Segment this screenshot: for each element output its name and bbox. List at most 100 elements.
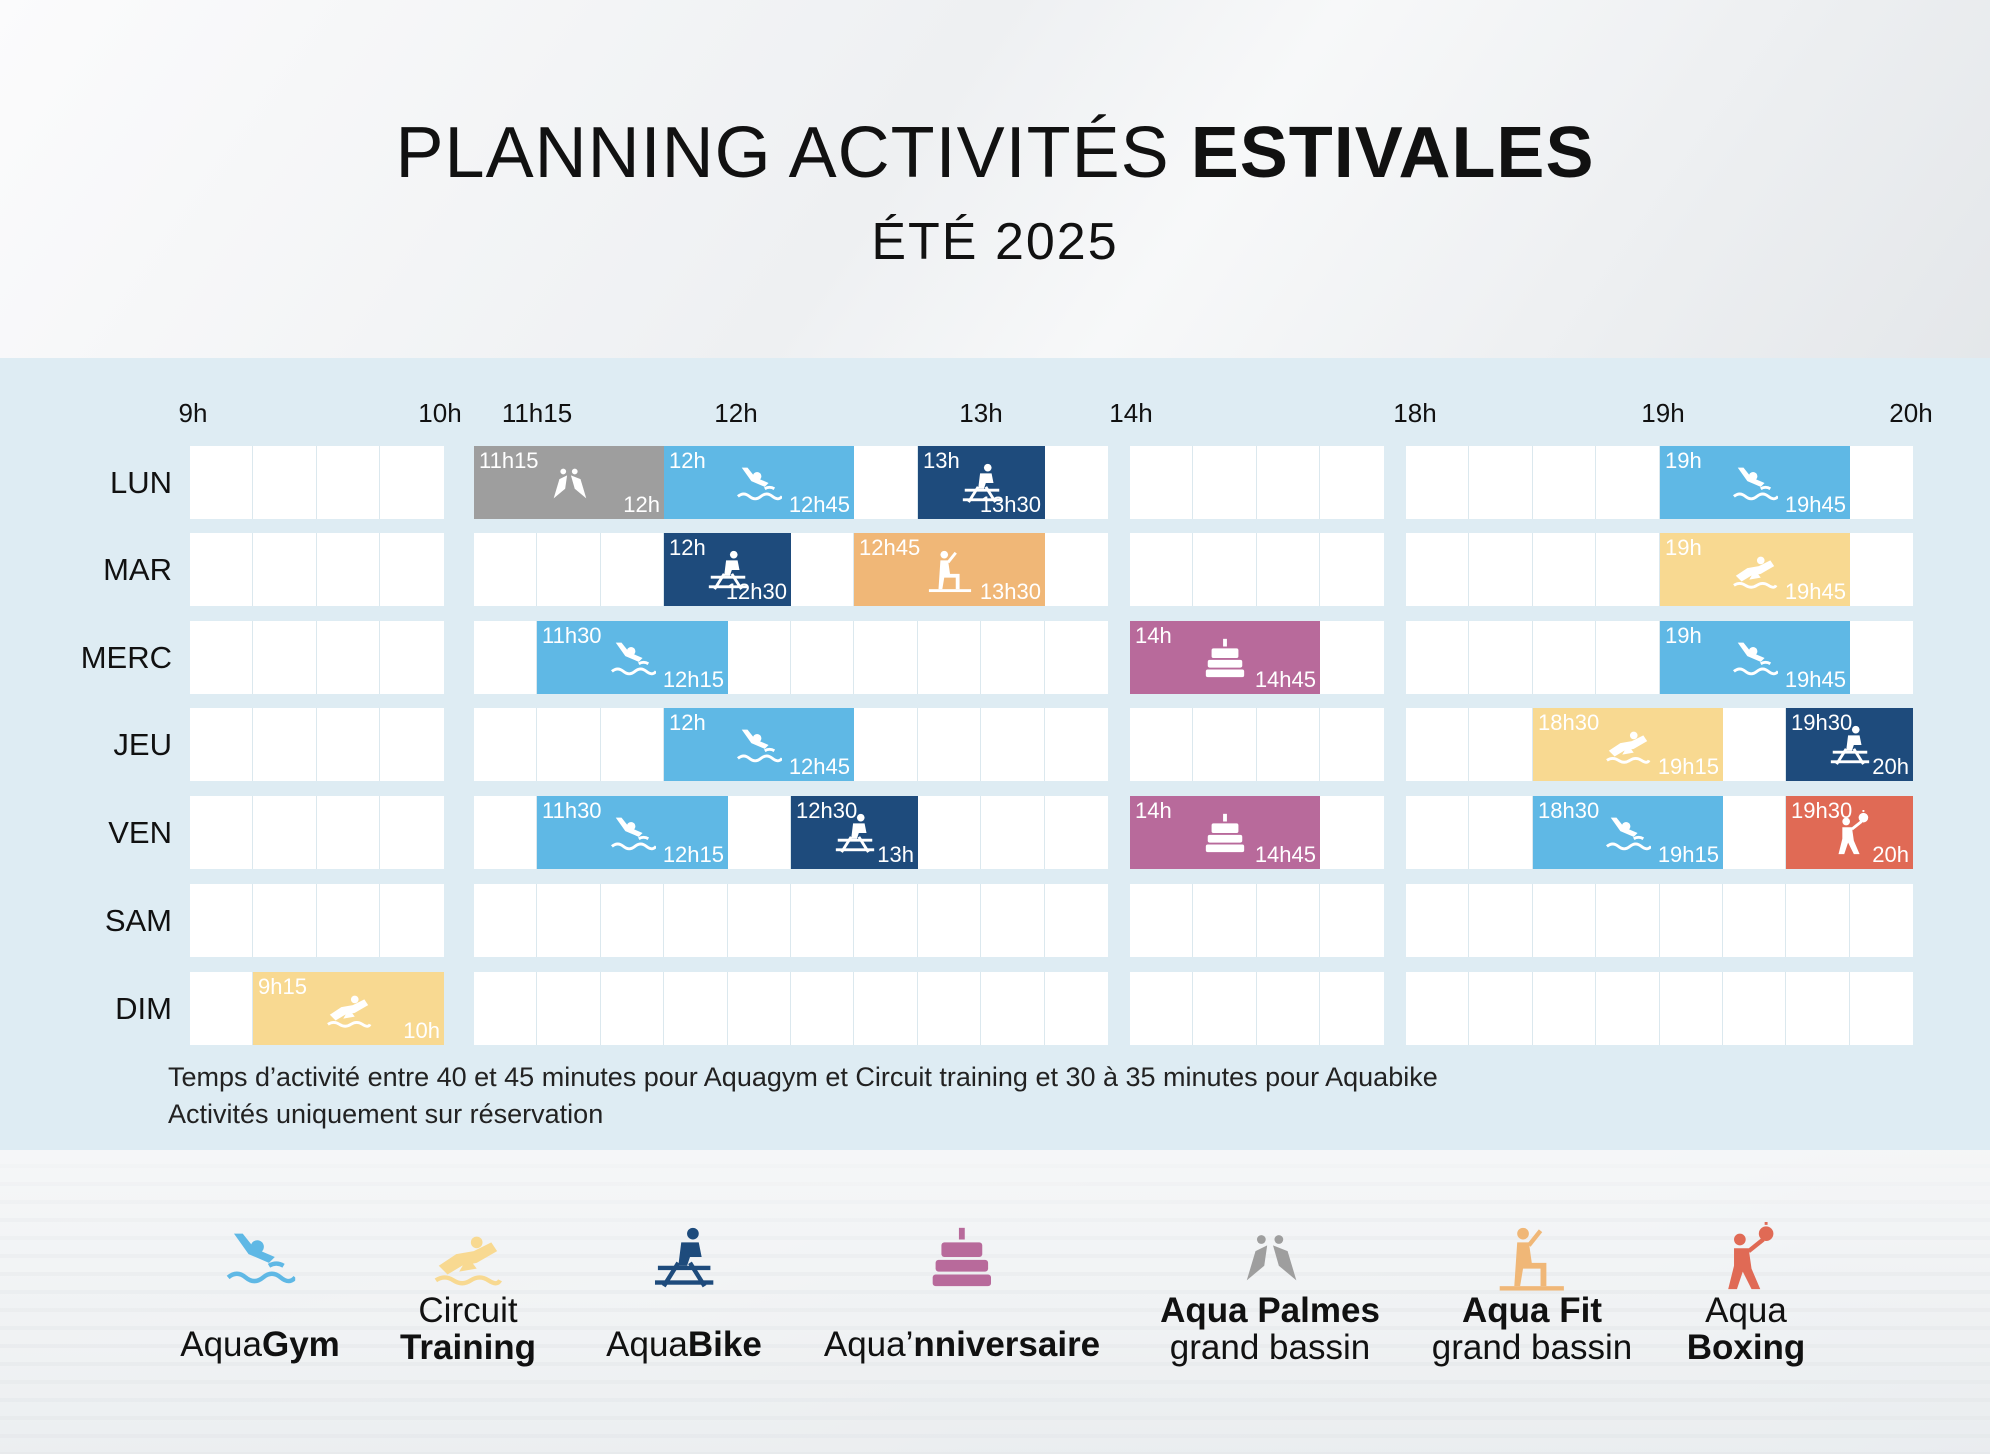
activity-block-anniversaire[interactable]: 14h 14h45 bbox=[1130, 796, 1320, 869]
page-subtitle: ÉTÉ 2025 bbox=[871, 213, 1119, 271]
swimmer-icon bbox=[736, 460, 784, 506]
boxing-icon bbox=[1711, 1219, 1781, 1292]
hour-label: 9h bbox=[178, 398, 208, 428]
time-slot bbox=[190, 884, 253, 957]
activity-end: 13h30 bbox=[979, 492, 1041, 517]
day-label: JEU bbox=[113, 727, 172, 762]
time-slot bbox=[791, 533, 854, 606]
activity-block-aquabike[interactable]: 12h 12h30 bbox=[664, 533, 791, 606]
activity-block-aquagym[interactable]: 19h 19h45 bbox=[1660, 446, 1850, 519]
legend-item-palmes: Aqua Palmes grand bassin bbox=[1160, 1222, 1380, 1366]
activity-start: 18h30 bbox=[1538, 710, 1600, 735]
activity-start: 11h30 bbox=[542, 623, 602, 648]
note-reservation: Activités uniquement sur réservation bbox=[168, 1099, 604, 1129]
time-slot bbox=[190, 533, 253, 606]
activity-block-palmes[interactable]: 11h15 12h bbox=[474, 446, 664, 519]
time-slot bbox=[1596, 972, 1660, 1045]
time-slot bbox=[854, 972, 918, 1045]
activity-block-aquabike[interactable]: 19h30 20h bbox=[1786, 708, 1913, 781]
activity-start: 11h15 bbox=[479, 448, 539, 473]
time-slot bbox=[253, 708, 317, 781]
swimmer-icon bbox=[1732, 460, 1780, 506]
activity-end: 12h15 bbox=[662, 667, 724, 692]
time-slot bbox=[1786, 884, 1850, 957]
activity-end: 12h15 bbox=[662, 842, 724, 867]
time-slot bbox=[1193, 708, 1257, 781]
time-slot bbox=[1320, 708, 1384, 781]
swimmer-icon bbox=[736, 722, 784, 768]
activity-block-aquagym[interactable]: 12h 12h45 bbox=[664, 708, 854, 781]
activity-start: 11h30 bbox=[542, 798, 602, 823]
time-slot bbox=[317, 708, 380, 781]
activity-block-circuit[interactable]: 19h 19h45 bbox=[1660, 533, 1850, 606]
time-slot bbox=[1257, 708, 1320, 781]
time-slot bbox=[1469, 708, 1533, 781]
activity-block-aquafit[interactable]: 12h45 13h30 bbox=[854, 533, 1045, 606]
circuit-icon bbox=[326, 986, 372, 1032]
day-label: SAM bbox=[104, 903, 172, 938]
legend-item-aquagym: AquaGym bbox=[180, 1222, 340, 1363]
activity-end: 12h45 bbox=[788, 754, 850, 779]
activity-block-anniversaire[interactable]: 14h 14h45 bbox=[1130, 621, 1320, 694]
time-slot bbox=[1850, 884, 1913, 957]
activity-start: 12h30 bbox=[796, 798, 858, 823]
time-slot bbox=[1257, 972, 1320, 1045]
activity-end: 13h30 bbox=[979, 579, 1041, 604]
time-slot bbox=[1045, 708, 1108, 781]
time-slot bbox=[1723, 972, 1786, 1045]
legend-label: Aqua Fit bbox=[1462, 1291, 1602, 1330]
activity-start: 14h bbox=[1135, 623, 1172, 648]
boxing-icon bbox=[1827, 807, 1873, 856]
hour-label: 19h bbox=[1641, 398, 1685, 428]
note-duration: Temps d’activité entre 40 et 45 minutes … bbox=[168, 1062, 1438, 1092]
activity-block-boxing[interactable]: 19h30 20h bbox=[1786, 796, 1913, 869]
legend-item-boxing: Aqua Boxing bbox=[1687, 1219, 1805, 1366]
activity-block-aquabike[interactable]: 13h 13h30 bbox=[918, 446, 1045, 519]
time-slot bbox=[317, 446, 380, 519]
time-slot bbox=[728, 884, 791, 957]
time-slot bbox=[1723, 884, 1786, 957]
legend-label: Aqua Palmes bbox=[1160, 1291, 1380, 1330]
activity-block-aquagym[interactable]: 11h30 12h15 bbox=[537, 621, 728, 694]
time-slot bbox=[1406, 446, 1469, 519]
activity-block-circuit[interactable]: 18h30 19h15 bbox=[1533, 708, 1723, 781]
time-slot bbox=[1596, 884, 1660, 957]
time-slot bbox=[918, 884, 981, 957]
time-slot bbox=[253, 533, 317, 606]
activity-end: 20h bbox=[1872, 842, 1909, 867]
time-slot bbox=[1533, 533, 1596, 606]
legend-sublabel: grand bassin bbox=[1169, 1328, 1371, 1367]
swimmer-icon bbox=[225, 1222, 297, 1292]
time-slot bbox=[1320, 446, 1384, 519]
time-slot bbox=[1469, 972, 1533, 1045]
time-slot bbox=[1406, 796, 1469, 869]
time-slot bbox=[474, 621, 537, 694]
circuit-icon bbox=[433, 1222, 503, 1292]
time-slot bbox=[854, 884, 918, 957]
legend-item-aquabike: AquaBike bbox=[606, 1222, 762, 1363]
time-slot bbox=[1850, 446, 1913, 519]
time-slot bbox=[317, 796, 380, 869]
cake-icon bbox=[1202, 810, 1248, 856]
time-slot bbox=[1045, 884, 1108, 957]
activity-block-circuit[interactable]: 9h15 10h bbox=[253, 972, 444, 1045]
fins-icon bbox=[1235, 1222, 1305, 1292]
time-slot bbox=[1469, 884, 1533, 957]
activity-block-aquagym[interactable]: 11h30 12h15 bbox=[537, 796, 728, 869]
time-slot bbox=[1130, 708, 1193, 781]
time-slot bbox=[1045, 621, 1108, 694]
activity-block-aquagym[interactable]: 18h30 19h15 bbox=[1533, 796, 1723, 869]
time-slot bbox=[791, 884, 854, 957]
time-slot bbox=[1533, 621, 1596, 694]
activity-end: 19h45 bbox=[1784, 667, 1846, 692]
bike-icon bbox=[832, 810, 878, 856]
activity-block-aquagym[interactable]: 12h 12h45 bbox=[664, 446, 854, 519]
time-slot bbox=[1406, 708, 1469, 781]
activity-block-aquabike[interactable]: 12h30 13h bbox=[791, 796, 918, 869]
legend-label: Aqua bbox=[1705, 1291, 1787, 1330]
time-slot bbox=[1257, 884, 1320, 957]
time-slot bbox=[728, 621, 791, 694]
activity-end: 19h15 bbox=[1657, 842, 1719, 867]
activity-block-aquagym[interactable]: 19h 19h45 bbox=[1660, 621, 1850, 694]
time-slot bbox=[1469, 446, 1533, 519]
